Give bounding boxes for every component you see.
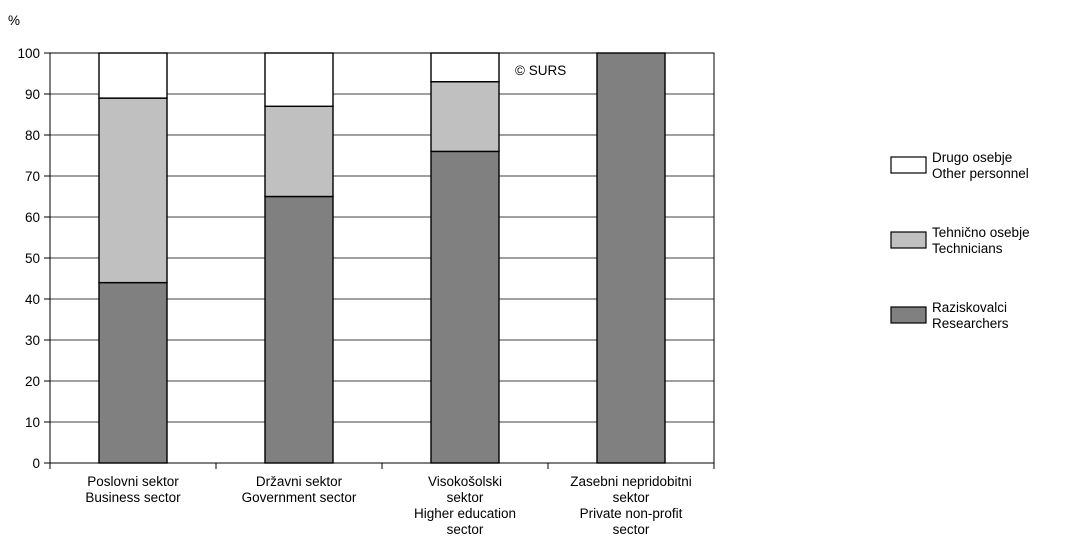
legend-label: Raziskovalci — [932, 300, 1007, 315]
bar-segment — [264, 105, 334, 198]
bars — [98, 52, 666, 464]
bar-segment — [430, 150, 500, 464]
category-label: sector — [447, 522, 484, 537]
bar-segment — [430, 80, 500, 153]
watermark-label: © SURS — [515, 63, 566, 78]
y-tick-label: 80 — [25, 128, 40, 143]
legend-swatch — [890, 306, 927, 324]
legend-swatch — [890, 231, 927, 249]
category-label: Visokošolski — [428, 474, 502, 489]
category-label: Zasebni nepridobitni — [570, 474, 692, 489]
y-axis-ticks: 0 10 20 30 40 50 60 70 80 90 100 — [17, 46, 50, 471]
legend-label: Drugo osebje — [932, 150, 1012, 165]
category-label: Private non-profit — [580, 506, 683, 521]
bar-segment — [596, 52, 666, 464]
y-tick-label: 70 — [25, 169, 40, 184]
y-tick-label: 50 — [25, 251, 40, 266]
bar-segment — [264, 195, 334, 464]
category-label: Government sector — [242, 490, 357, 505]
bar-segment — [98, 52, 168, 99]
category-label: Državni sektor — [256, 474, 343, 489]
y-tick-label: 60 — [25, 210, 40, 225]
category-label: Higher education — [414, 506, 516, 521]
y-tick-label: 10 — [25, 415, 40, 430]
category-label: Poslovni sektor — [87, 474, 179, 489]
legend-swatch — [890, 156, 927, 174]
category-label: Business sector — [85, 490, 181, 505]
category-label: sektor — [613, 490, 650, 505]
legend-label: Technicians — [932, 241, 1003, 256]
y-tick-label: 0 — [32, 456, 40, 471]
category-label: sektor — [447, 490, 484, 505]
y-tick-label: 20 — [25, 374, 40, 389]
category-label: sector — [613, 522, 650, 537]
bar-segment — [430, 52, 500, 83]
y-axis-unit-label: % — [8, 13, 20, 28]
legend-label: Tehnično osebje — [932, 225, 1030, 240]
y-tick-label: 40 — [25, 292, 40, 307]
y-tick-label: 100 — [17, 46, 40, 61]
bar-segment — [98, 281, 168, 464]
legend-label: Other personnel — [932, 166, 1029, 181]
bar-segment — [264, 52, 334, 107]
y-tick-label: 90 — [25, 87, 40, 102]
legend-label: Researchers — [932, 316, 1009, 331]
y-tick-label: 30 — [25, 333, 40, 348]
bar-segment — [98, 97, 168, 284]
